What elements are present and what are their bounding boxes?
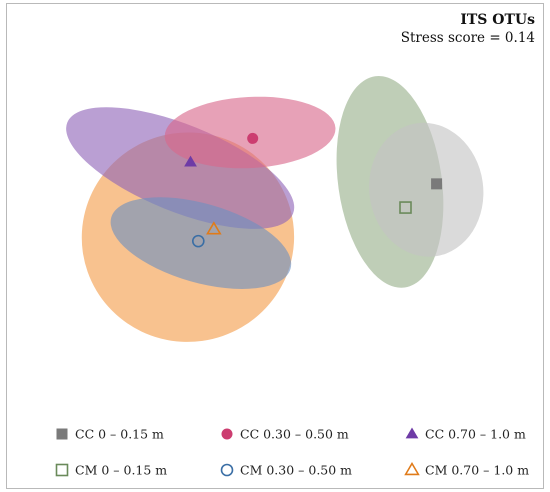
chart-subtitle: Stress score = 0.14 (401, 30, 535, 46)
ellipse-layer (66, 76, 484, 342)
chart-title: ITS OTUs (460, 12, 535, 28)
legend-marker-cc-0-0-15-m (56, 428, 68, 440)
centroid-cc-0-0-15-m (431, 178, 443, 190)
centroid-cc-0-30-0-50-m (247, 132, 259, 144)
chart-frame: ITS OTUs Stress score = 0.14 CC 0 – 0.15… (6, 3, 544, 489)
legend-marker-cm-0-0-15-m (55, 463, 69, 477)
centroid-cm-0-70-1-0-m (206, 221, 222, 235)
legend: CC 0 – 0.15 m CC 0.30 – 0.50 m CC 0.70 – 1… (55, 427, 529, 478)
legend-marker-cm-0-70-1-0-m (404, 461, 420, 476)
legend-marker-cc-0-30-0-50-m (221, 428, 233, 440)
centroid-layer (184, 132, 443, 248)
legend-marker-cc-0-70-1-0-m (405, 427, 419, 439)
ellipse-cc-0-0-15-m (369, 122, 484, 257)
legend-label-cc-0-0-15-m: CC 0 – 0.15 m (75, 427, 164, 442)
legend-label-cm-0-70-1-0-m: CM 0.70 – 1.0 m (425, 463, 529, 478)
ellipse-cc-0-30-0-50-m (164, 96, 336, 169)
nmds-plot: ITS OTUs Stress score = 0.14 CC 0 – 0.15… (55, 12, 535, 478)
legend-label-cc-0-30-0-50-m: CC 0.30 – 0.50 m (240, 427, 349, 442)
legend-marker-cm-0-30-0-50-m (220, 463, 234, 477)
centroid-cc-0-70-1-0-m (184, 155, 197, 167)
ellipse-cm-0-30-0-50-m (110, 197, 292, 289)
centroid-cm-0-0-15-m (399, 201, 412, 214)
ellipse-cc-0-70-1-0-m (66, 107, 295, 229)
centroid-cm-0-30-0-50-m (192, 234, 205, 248)
legend-label-cc-0-70-1-0-m: CC 0.70 – 1.0 m (425, 427, 526, 442)
legend-label-cm-0-30-0-50-m: CM 0.30 – 0.50 m (240, 463, 352, 478)
legend-label-cm-0-0-15-m: CM 0 – 0.15 m (75, 463, 167, 478)
